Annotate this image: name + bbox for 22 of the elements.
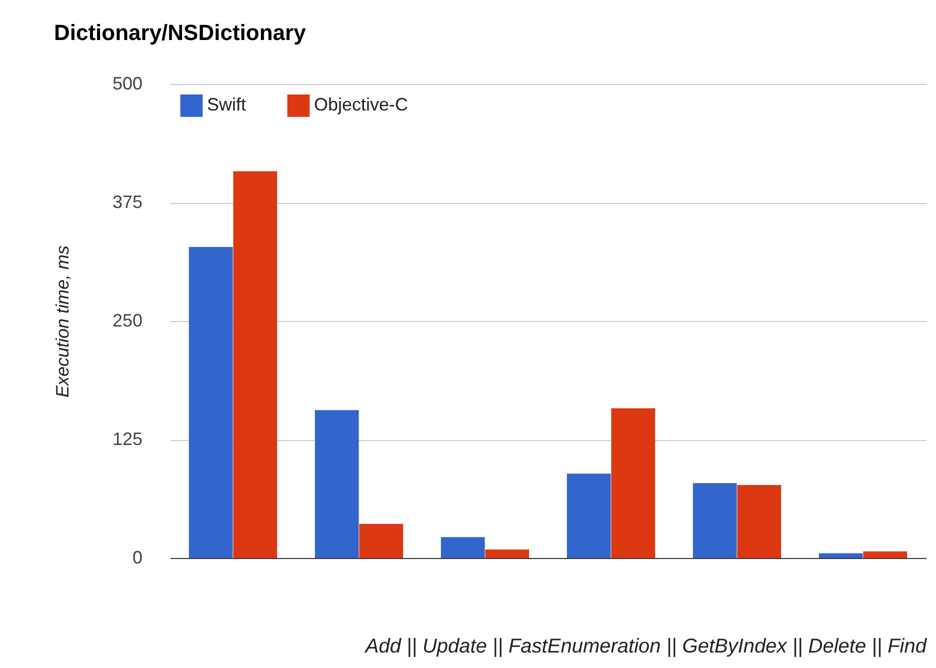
- legend-label: Objective-C: [314, 94, 408, 115]
- y-axis-title: Execution time, ms: [52, 245, 72, 398]
- y-tick-label: 250: [112, 310, 142, 330]
- y-tick-label: 125: [112, 429, 142, 449]
- bar: [485, 549, 530, 558]
- bar: [737, 485, 782, 558]
- bar: [440, 537, 485, 558]
- bar: [314, 410, 359, 558]
- legend-label: Swift: [207, 94, 246, 115]
- x-axis-title: Add || Update || FastEnumeration || GetByIndex || Delete || Find: [364, 636, 928, 658]
- bar: [818, 553, 863, 558]
- bar: [359, 524, 404, 558]
- bar: [611, 408, 656, 558]
- bar: [566, 474, 611, 558]
- bar: [863, 551, 908, 558]
- bar: [692, 483, 737, 558]
- y-tick-label: 0: [132, 548, 142, 568]
- y-tick-label: 500: [112, 74, 142, 94]
- bar: [188, 247, 233, 558]
- chart-title: Dictionary/NSDictionary: [54, 20, 307, 45]
- y-tick-label: 375: [112, 192, 142, 212]
- bar: [233, 171, 278, 558]
